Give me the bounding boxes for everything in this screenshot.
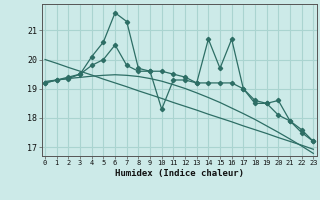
X-axis label: Humidex (Indice chaleur): Humidex (Indice chaleur) xyxy=(115,169,244,178)
